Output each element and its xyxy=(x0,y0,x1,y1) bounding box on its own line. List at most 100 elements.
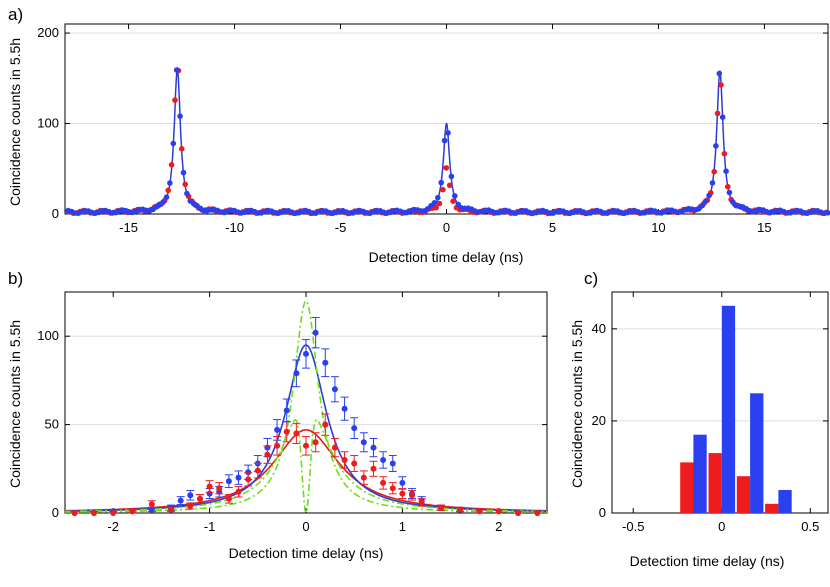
blue-data-point xyxy=(435,194,441,201)
x-tick-label: -5 xyxy=(335,220,347,235)
red-data-point xyxy=(71,510,78,516)
blue-data-point xyxy=(706,192,712,199)
red-data-point xyxy=(172,97,178,103)
red-data-point xyxy=(711,168,717,175)
red-data-point xyxy=(409,492,415,499)
blue-data-point xyxy=(283,407,290,414)
red-data-point xyxy=(446,182,453,189)
panel-a-label: a) xyxy=(8,5,23,24)
y-tick-label: 0 xyxy=(599,505,606,520)
red-data-point xyxy=(225,495,232,502)
green-dashdot-dip-curve xyxy=(65,418,547,516)
blue-data-point xyxy=(438,179,445,186)
red-data-point xyxy=(389,485,396,492)
blue-data-point xyxy=(312,329,319,336)
red-data-point xyxy=(165,187,171,194)
blue-data-point xyxy=(723,168,729,174)
x-tick-label: -0.5 xyxy=(622,519,644,534)
blue-data-point xyxy=(331,386,338,393)
blue-data-point xyxy=(389,460,396,467)
red-data-point xyxy=(303,442,309,449)
red-data-point xyxy=(179,146,185,152)
y-tick-label: 200 xyxy=(37,25,59,40)
blue-data-point xyxy=(167,180,173,186)
y-tick-label: 0 xyxy=(52,206,59,221)
panel-a-xlabel: Detection time delay (ns) xyxy=(369,249,524,265)
red-data-point xyxy=(450,198,456,204)
red-data-point xyxy=(351,460,358,467)
x-tick-label: 1 xyxy=(399,519,406,534)
x-tick-label: 0 xyxy=(443,220,450,235)
blue-data-point xyxy=(184,190,190,197)
blue-data-point xyxy=(170,140,177,147)
blue-data-point xyxy=(452,193,458,199)
red-data-point xyxy=(360,474,367,481)
blue-data-point xyxy=(716,70,723,77)
blue-data-point xyxy=(380,457,387,463)
blue-data-point xyxy=(177,113,183,119)
y-tick-label: 100 xyxy=(37,328,59,343)
blue-data-point xyxy=(713,143,719,149)
red-data-point xyxy=(714,110,721,117)
y-tick-label: 40 xyxy=(592,321,606,336)
red-data-point xyxy=(235,488,242,495)
red-data-point xyxy=(370,465,377,472)
red-data-point xyxy=(457,506,464,513)
red-data-point xyxy=(182,181,188,188)
blue-data-point xyxy=(187,492,194,499)
blue-data-point xyxy=(245,469,252,476)
red-data-point xyxy=(245,476,252,483)
blue-data-point xyxy=(341,405,348,412)
blue-data-point xyxy=(235,474,242,481)
panel-c-label: c) xyxy=(584,269,598,288)
red-data-point xyxy=(399,490,406,497)
red-data-point xyxy=(110,510,117,516)
x-tick-label: 5 xyxy=(549,220,556,235)
red-data-point xyxy=(443,165,450,171)
plot-frame xyxy=(64,291,548,514)
fit-line-red xyxy=(65,429,547,512)
panel-b-label: b) xyxy=(8,269,23,288)
red-bar xyxy=(765,503,779,513)
x-tick-label: -15 xyxy=(119,220,138,235)
blue-bar xyxy=(778,490,792,513)
red-data-point xyxy=(436,200,443,207)
blue-data-point xyxy=(177,497,184,504)
red-data-point xyxy=(216,485,223,492)
x-tick-label: -10 xyxy=(225,220,244,235)
x-tick-label: -2 xyxy=(107,519,119,534)
y-tick-label: 0 xyxy=(52,505,59,520)
y-tick-label: 100 xyxy=(37,116,59,131)
x-tick-label: 0 xyxy=(302,519,309,534)
red-data-point xyxy=(433,204,439,211)
x-tick-label: 2 xyxy=(495,519,502,534)
blue-data-point xyxy=(274,426,281,433)
blue-data-point xyxy=(370,444,377,451)
blue-data-point xyxy=(445,130,451,136)
panel-b: b) Coincidence counts in 5.5h Detection … xyxy=(7,269,548,561)
panel-a: a) Coincidence counts in 5.5h Detection … xyxy=(7,5,830,265)
red-data-point xyxy=(380,479,387,486)
blue-data-point xyxy=(726,189,733,196)
x-tick-label: -1 xyxy=(204,519,216,534)
x-tick-label: 0.5 xyxy=(801,519,819,534)
red-data-point xyxy=(341,457,348,463)
red-data-point xyxy=(331,444,338,451)
blue-data-point xyxy=(825,210,830,216)
x-tick-label: 10 xyxy=(651,220,665,235)
blue-data-point xyxy=(322,359,329,366)
red-bar xyxy=(736,476,751,513)
red-data-point xyxy=(476,508,483,515)
blue-data-point xyxy=(360,439,367,446)
blue-data-point xyxy=(173,67,180,73)
red-data-point xyxy=(168,506,174,513)
red-data-point xyxy=(254,467,261,474)
red-data-point xyxy=(312,439,319,446)
blue-data-point xyxy=(455,201,462,208)
red-bar xyxy=(680,462,694,513)
panel-c-xlabel: Detection time delay (ns) xyxy=(630,553,785,569)
red-data-point xyxy=(440,186,446,193)
fit-line-blue xyxy=(65,344,547,512)
blue-data-point xyxy=(730,199,736,205)
